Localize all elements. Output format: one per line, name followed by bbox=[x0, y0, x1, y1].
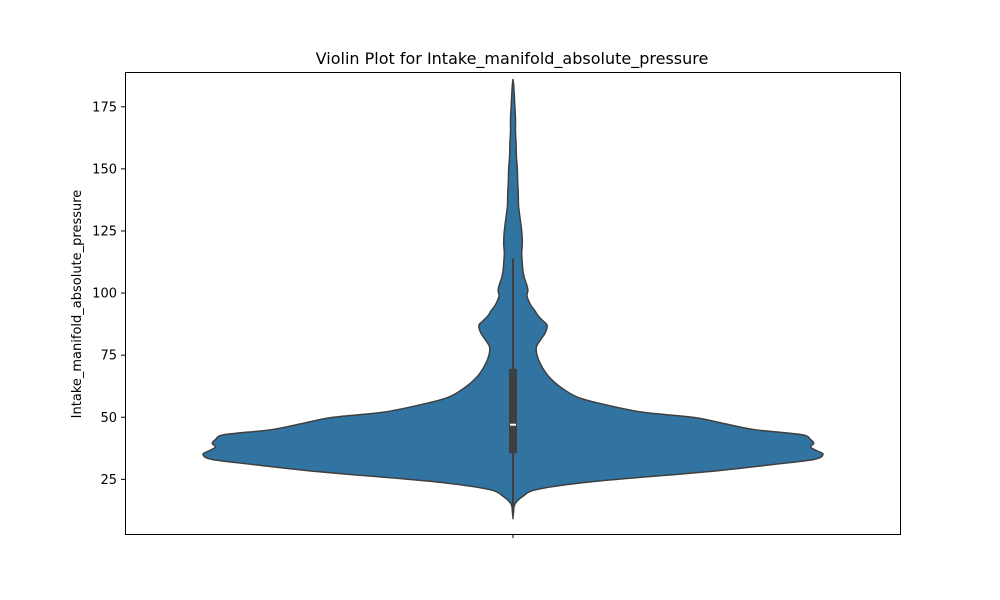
y-tick-label: 175 bbox=[92, 100, 117, 115]
box-layer bbox=[509, 258, 517, 512]
iqr-box bbox=[509, 368, 517, 454]
chart-title: Violin Plot for Intake_manifold_absolute… bbox=[316, 49, 709, 69]
y-tick-label: 25 bbox=[100, 473, 117, 488]
y-tick-label: 125 bbox=[92, 224, 117, 239]
y-tick-label: 50 bbox=[100, 411, 117, 426]
y-tick-label: 150 bbox=[92, 162, 117, 177]
y-axis-ticks: 25 50 75 100 125 150 175 bbox=[92, 100, 125, 488]
y-tick-label: 75 bbox=[100, 349, 117, 364]
y-tick-label: 100 bbox=[92, 287, 117, 302]
y-axis-label: Intake_manifold_absolute_pressure bbox=[70, 190, 85, 419]
